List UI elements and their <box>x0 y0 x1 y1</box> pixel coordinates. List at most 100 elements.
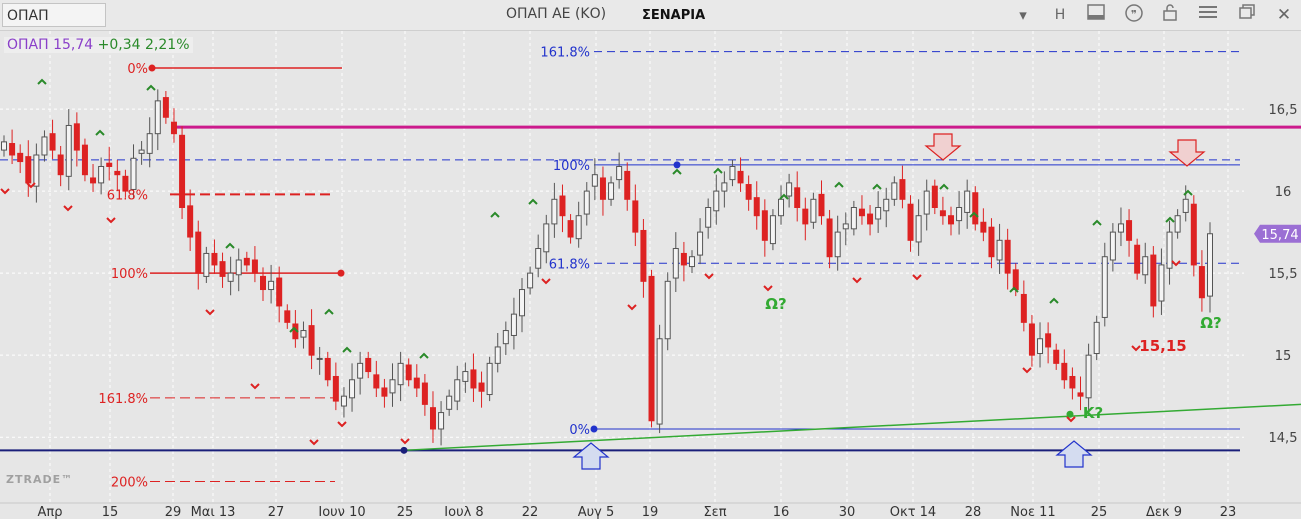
candle-body <box>931 185 938 208</box>
candle-body <box>381 387 388 397</box>
menu-icon[interactable] <box>1194 3 1222 27</box>
symbol-input[interactable]: ΟΠΑΠ <box>2 3 106 27</box>
candle-body <box>737 170 744 184</box>
restore-icon[interactable] <box>1233 3 1261 27</box>
candle-body <box>413 377 420 389</box>
candle-body <box>543 223 550 253</box>
candle-body <box>1174 215 1181 233</box>
candle-body <box>1166 231 1173 269</box>
candle-body <box>57 154 64 176</box>
down-chevron-icon <box>627 304 637 311</box>
y-tick-label: 15,5 <box>1269 267 1298 282</box>
annotation-label: 15,15 <box>1139 337 1186 355</box>
candle-body <box>349 379 356 399</box>
candle-body <box>276 277 283 307</box>
close-icon[interactable]: ✕ <box>1276 5 1292 25</box>
candle-body <box>260 275 267 291</box>
candle-body <box>470 369 477 389</box>
candle-body <box>510 313 517 336</box>
up-chevron-icon <box>872 183 882 190</box>
x-tick-label: Μαι 13 <box>191 505 236 519</box>
candle-body <box>850 207 857 230</box>
candle-body <box>251 259 258 274</box>
candle-body <box>25 156 32 184</box>
candle-body <box>680 252 687 266</box>
candle-body <box>235 259 242 276</box>
down-chevron-icon <box>26 182 36 189</box>
ztrade-logo: ZTRADE™ <box>6 473 74 486</box>
candle-body <box>713 190 720 212</box>
green-dot <box>1066 410 1074 418</box>
candle-body <box>616 165 623 181</box>
red-dot <box>148 64 156 72</box>
lock-icon[interactable] <box>1156 3 1184 27</box>
candle-body <box>1109 231 1116 261</box>
red-fib-label: 161.8% <box>98 392 148 407</box>
up-arrow-icon <box>1055 440 1093 468</box>
price-chart[interactable]: 0% 61.8% 100% 161.8% 200% 161.8% 100% 61.8% 0% Ω?… <box>0 31 1301 519</box>
annotation-label: Ω? <box>765 295 786 313</box>
chevron-down-icon[interactable]: ▾ <box>1019 6 1027 24</box>
candle-body <box>90 177 97 184</box>
down-chevron-icon <box>1131 345 1141 352</box>
candle-body <box>1158 264 1165 302</box>
window-icon[interactable] <box>1082 3 1110 27</box>
candle-body <box>947 215 954 225</box>
candle-body <box>486 362 493 396</box>
candle-body <box>179 134 186 208</box>
candle-body <box>219 261 226 277</box>
blue-fib-label: 61.8% <box>549 257 590 272</box>
candle-body <box>988 226 995 258</box>
candle-body <box>745 184 752 200</box>
candle-body <box>49 133 56 151</box>
x-tick-label: Απρ <box>38 505 63 519</box>
red-fib-label: 0% <box>127 62 148 77</box>
candle-body <box>1190 203 1197 266</box>
up-chevron-icon <box>779 193 789 200</box>
candle-body <box>826 218 833 258</box>
candle-body <box>1101 256 1108 318</box>
candle-body <box>769 215 776 245</box>
candle-body <box>729 165 736 181</box>
candle-body <box>875 207 882 220</box>
candle-body <box>648 275 655 422</box>
candle-body <box>527 272 534 289</box>
candle-body <box>907 203 914 241</box>
candle-body <box>373 374 380 389</box>
blue-dot <box>590 425 598 433</box>
quote-symbol: ΟΠΑΠ <box>7 37 49 53</box>
candle-body <box>583 190 590 215</box>
down-chevron-icon <box>1171 260 1181 267</box>
x-tick-label: Ιουλ 8 <box>444 505 483 519</box>
candle-body <box>429 407 436 430</box>
svg-text:❞: ❞ <box>1131 8 1137 21</box>
candle-body <box>195 231 202 274</box>
candle-body <box>1012 269 1019 291</box>
candle-body <box>608 182 615 200</box>
candle-body <box>842 223 849 230</box>
down-chevron-icon <box>912 274 922 281</box>
candle-body <box>1028 323 1035 356</box>
up-chevron-icon <box>528 198 538 205</box>
h-button[interactable]: H <box>1054 7 1066 23</box>
candle-body <box>697 231 704 256</box>
quote-icon[interactable]: ❞ <box>1120 3 1148 27</box>
candle-body <box>138 149 145 154</box>
red-fib-label: 61.8% <box>107 188 148 203</box>
candle-body <box>753 197 760 217</box>
candle-body <box>421 382 428 405</box>
blue-fib-label: 100% <box>553 159 590 174</box>
y-tick-label: 14,5 <box>1269 431 1298 446</box>
annotation-label: Ω? <box>1200 314 1221 332</box>
x-tick-label: 15 <box>102 505 119 519</box>
y-tick-label: 16,5 <box>1269 103 1298 118</box>
x-axis-band <box>0 503 1301 519</box>
candle-body <box>1037 338 1044 355</box>
x-tick-label: 28 <box>965 505 982 519</box>
candle-body <box>1134 244 1141 274</box>
candle-body <box>114 170 121 176</box>
down-chevron-icon <box>337 421 347 428</box>
up-chevron-icon <box>1165 216 1175 223</box>
up-chevron-icon <box>289 326 299 333</box>
candle-body <box>284 310 291 323</box>
